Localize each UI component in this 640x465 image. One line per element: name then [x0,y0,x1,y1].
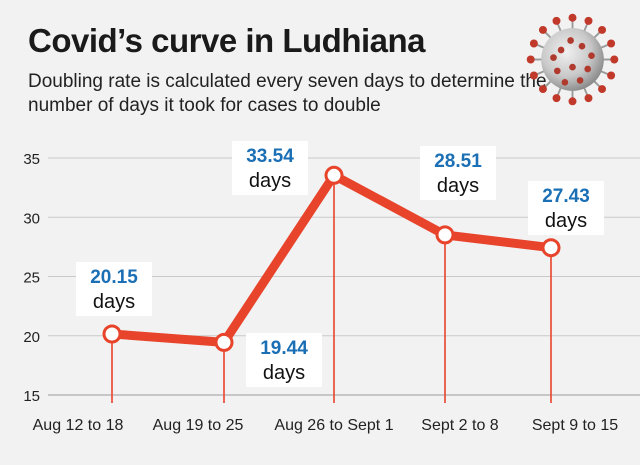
virus-spike-tip [526,55,535,64]
series-line [107,170,556,347]
data-point [214,332,234,352]
data-label-box [246,333,322,387]
data-label: 33.54 days [232,141,308,195]
x-tick-label: Aug 12 to 18 [33,417,124,434]
y-axis-ticks: 15 20 25 30 35 [23,151,40,405]
data-label-box [76,262,152,316]
virus-spike-tip [607,71,616,80]
series-line [107,170,556,347]
chart-title: Covid’s curve in Ludhiana [28,22,426,59]
y-tick-label: 15 [23,388,40,405]
data-label-value: 20.15 [90,267,138,288]
data-label-value: 33.54 [246,146,294,167]
virus-spike-tip [529,39,538,48]
data-point [435,225,455,245]
data-label-unit: days [437,175,479,197]
data-label: 28.51 days [420,146,496,200]
virus-spike-tip [610,55,619,64]
virus-spike-tip [584,94,593,103]
data-label-unit: days [263,362,305,384]
virus-spike-tip [529,71,538,80]
data-label-value: 27.43 [542,186,590,207]
data-point [324,165,344,185]
data-label: 19.44 days [246,333,322,387]
virus-spike-tip [598,85,607,94]
virus-spot [561,78,569,86]
drop-lines [111,175,552,403]
virus-spot [588,52,595,60]
data-label-unit: days [249,170,291,192]
virus-spot [578,42,586,50]
x-tick-label: Sept 2 to 8 [421,417,498,434]
virus-spike-tip [552,16,561,25]
y-tick-label: 35 [23,151,40,168]
data-label-unit: days [93,291,135,313]
virus-spike-tip [538,25,547,34]
x-axis-ticks: Aug 12 to 18 Aug 19 to 25 Aug 26 to Sept 1… [33,417,619,434]
data-label-box [420,146,496,200]
virus-spike-tip [568,97,577,106]
y-tick-label: 25 [23,270,40,287]
data-point [102,324,122,344]
virus-spike-tip [538,85,547,94]
virus-spike-tip [568,13,577,22]
data-point [541,238,561,258]
virus-spot [569,63,576,71]
coronavirus-icon [526,13,619,106]
virus-spot [584,65,592,73]
virus-spot [557,46,565,54]
data-label-box [528,181,604,235]
virus-spike-tip [607,39,616,48]
data-label-value: 19.44 [260,338,308,359]
y-tick-label: 20 [23,329,40,346]
x-tick-label: Aug 26 to Sept 1 [274,417,393,434]
virus-spike-tip [598,25,607,34]
x-tick-label: Sept 9 to 15 [532,417,618,434]
data-label: 20.15 days [76,262,152,316]
virus-spot [576,77,584,84]
data-label-value: 28.51 [434,151,482,172]
x-tick-label: Aug 19 to 25 [153,417,244,434]
chart-subtitle: Doubling rate is calculated every seven … [28,71,547,116]
data-label-unit: days [545,210,587,232]
virus-spot [550,54,557,61]
virus-spot [553,67,561,75]
y-tick-label: 30 [23,210,40,227]
virus-spike-tip [552,94,561,103]
data-points [102,165,561,352]
data-label-box [232,141,308,195]
data-label: 27.43 days [528,181,604,235]
virus-spot [567,37,574,44]
virus-spike-tip [584,16,593,25]
